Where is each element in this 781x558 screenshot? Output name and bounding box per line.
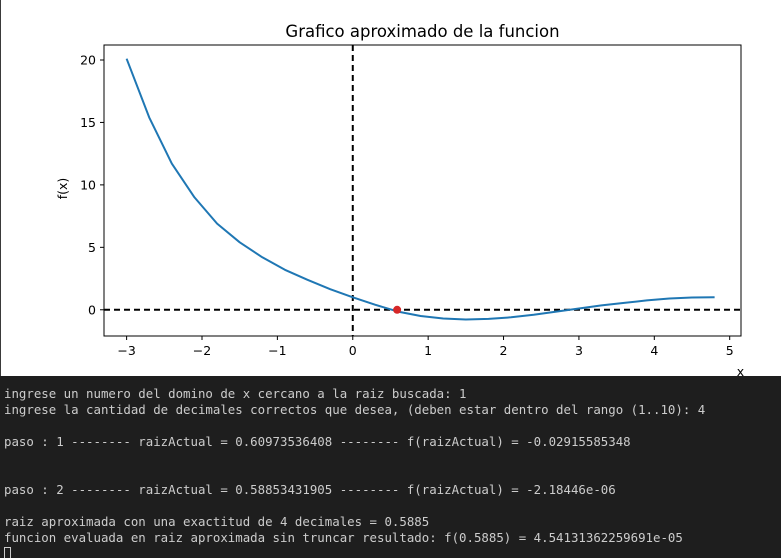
terminal-line: raiz aproximada con una exactitud de 4 d… — [4, 514, 430, 529]
axes-frame — [103, 44, 742, 337]
x-tick-label: 0 — [349, 343, 357, 358]
function-plot: Grafico aproximado de la funcion −3 −2 −1 0 1… — [55, 22, 744, 376]
x-tick-label: 3 — [575, 343, 583, 358]
terminal-line — [4, 466, 781, 482]
x-tick-label: 4 — [650, 343, 658, 358]
terminal-output[interactable]: ingrese un numero del domino de x cercan… — [0, 376, 781, 558]
terminal-line: paso : 1 -------- raizActual = 0.6097353… — [4, 434, 631, 449]
y-tick-label: 0 — [88, 302, 96, 317]
terminal-line: funcion evaluada en raiz aproximada sin … — [4, 530, 683, 545]
terminal-line: paso : 2 -------- raizActual = 0.5885343… — [4, 482, 616, 497]
terminal-line — [4, 450, 781, 466]
x-tick-label: −3 — [117, 343, 135, 358]
x-tick-label: 2 — [500, 343, 508, 358]
terminal-cursor[interactable] — [4, 547, 11, 558]
y-tick-label: 5 — [88, 240, 96, 255]
x-axis-label: x — [737, 364, 744, 376]
terminal-line — [4, 498, 781, 514]
x-tick-label: −2 — [193, 343, 211, 358]
chart-title: Grafico aproximado de la funcion — [285, 22, 559, 41]
root-marker — [393, 305, 402, 314]
x-tick-label: 1 — [424, 343, 432, 358]
x-tick-label: 5 — [726, 343, 734, 358]
terminal-prompt-line — [4, 546, 781, 558]
function-curve — [125, 58, 715, 321]
y-axis-label: f(x) — [55, 178, 70, 200]
terminal-line — [4, 418, 781, 434]
y-tick-label: 10 — [80, 177, 96, 192]
terminal-line: ingrese un numero del domino de x cercan… — [4, 386, 467, 401]
y-tick-label: 20 — [80, 52, 96, 67]
y-tick-label: 15 — [80, 115, 96, 130]
plot-window: Grafico aproximado de la funcion −3 −2 −1 0 1… — [0, 0, 745, 376]
terminal-line: ingrese la cantidad de decimales correct… — [4, 402, 706, 417]
x-tick-label: −1 — [268, 343, 286, 358]
